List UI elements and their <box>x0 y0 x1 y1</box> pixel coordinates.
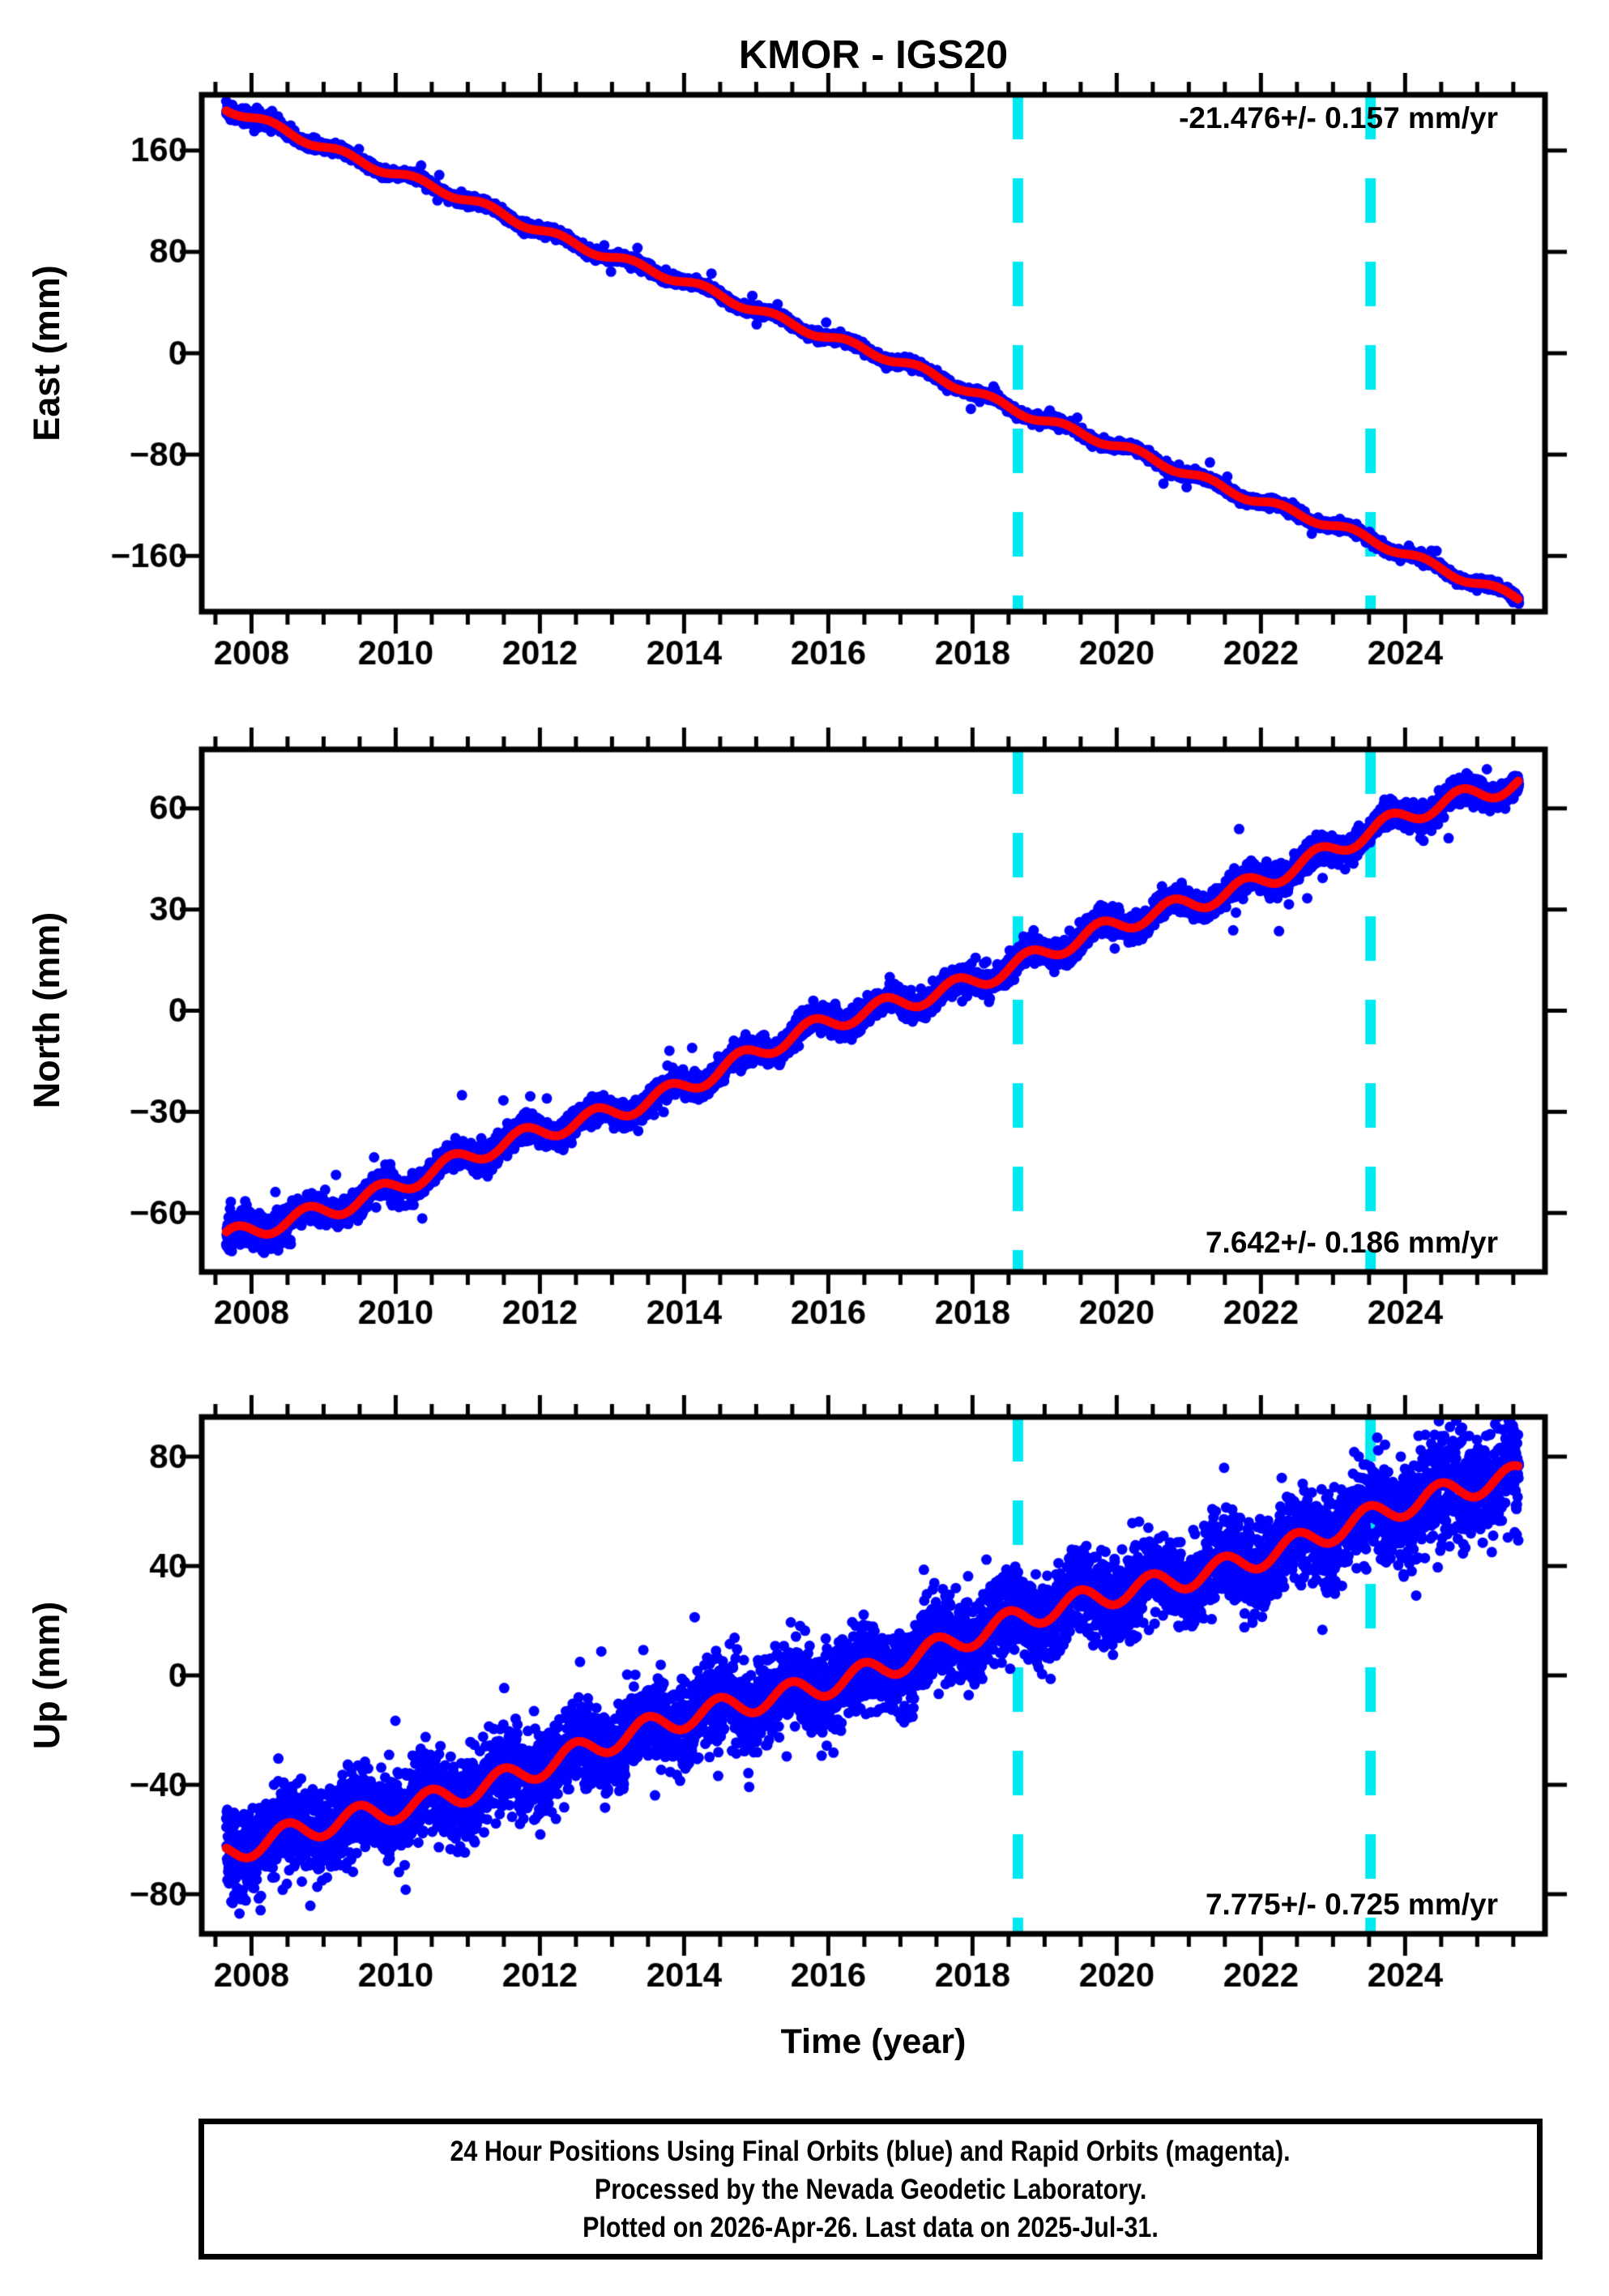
east-axis-label: East (mm) <box>26 265 67 442</box>
north-rate-annotation: 7.642+/- 0.186 mm/yr <box>1205 1226 1498 1259</box>
up-rate-annotation: 7.775+/- 0.725 mm/yr <box>1205 1888 1498 1921</box>
east-plot-canvas <box>0 73 1609 705</box>
footer-line-plotted: Plotted on 2026-Apr-26. Last data on 202… <box>583 2211 1159 2243</box>
x-axis-label: Time (year) <box>780 2022 967 2061</box>
up-axis-label: Up (mm) <box>26 1601 67 1750</box>
north-plot-canvas <box>0 721 1609 1361</box>
east-rate-annotation: -21.476+/- 0.157 mm/yr <box>1179 101 1498 134</box>
north-axis-label: North (mm) <box>26 911 67 1109</box>
footer-line-processed: Processed by the Nevada Geodetic Laborat… <box>594 2173 1147 2205</box>
up-plot-canvas <box>0 1377 1609 2017</box>
footer-box: 24 Hour Positions Using Final Orbits (bl… <box>198 2119 1543 2260</box>
page-title: KMOR - IGS20 <box>738 33 1009 77</box>
footer-line-orbits: 24 Hour Positions Using Final Orbits (bl… <box>450 2135 1291 2167</box>
